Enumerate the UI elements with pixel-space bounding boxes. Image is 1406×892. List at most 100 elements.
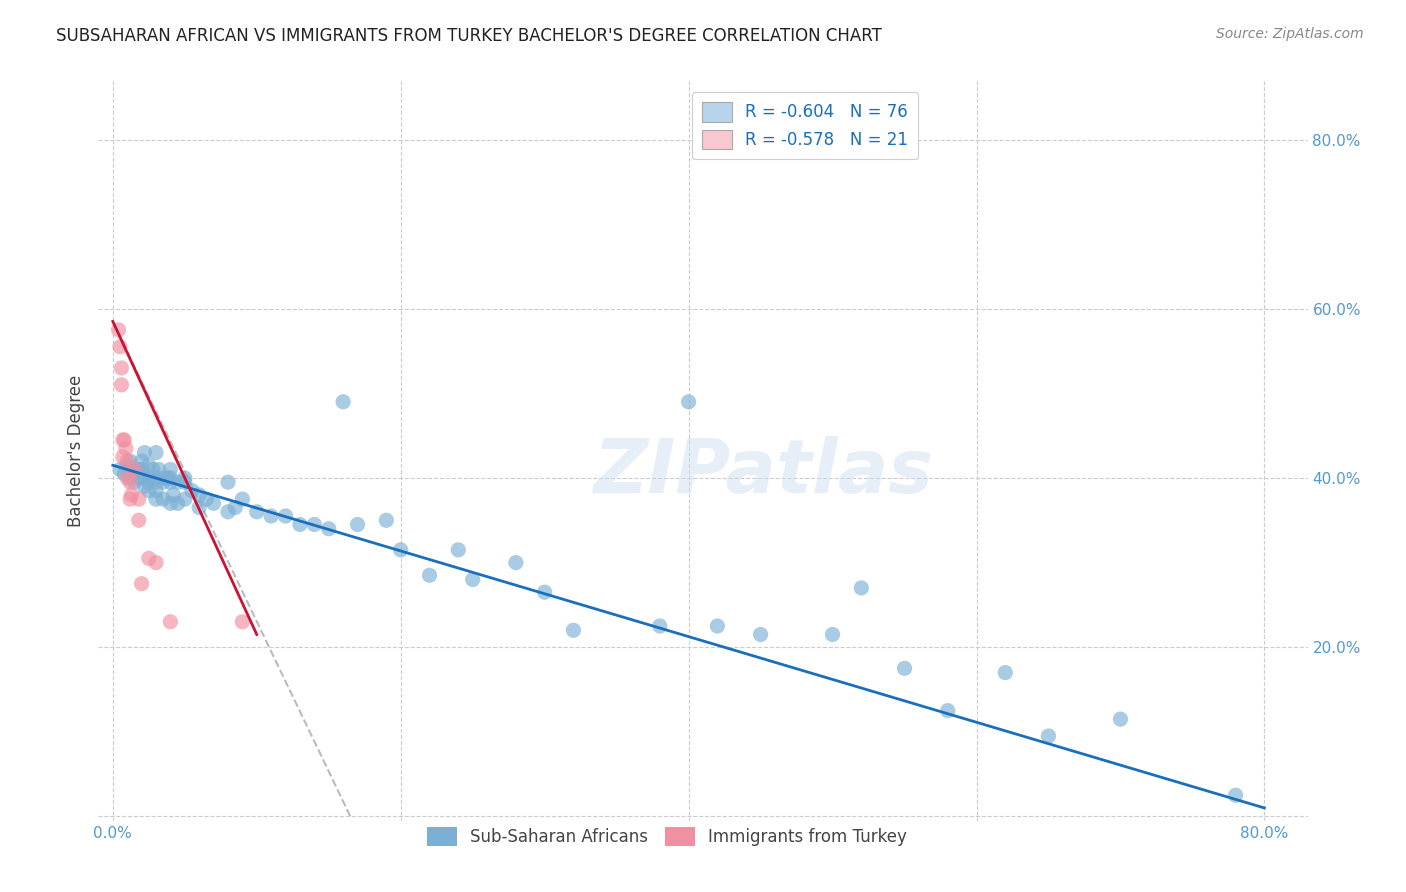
Point	[128, 462, 150, 476]
Point	[461, 573, 484, 587]
Point	[533, 585, 555, 599]
Point	[159, 475, 181, 490]
Point	[246, 505, 269, 519]
Point	[1109, 712, 1132, 726]
Point	[145, 445, 167, 459]
Point	[159, 496, 181, 510]
Point	[120, 492, 142, 507]
Point	[152, 492, 174, 507]
Point	[173, 471, 195, 485]
Point	[108, 340, 131, 354]
Point	[231, 492, 253, 507]
Point	[217, 505, 239, 519]
Point	[893, 661, 915, 675]
Point	[124, 462, 146, 476]
Point	[195, 492, 218, 507]
Point	[145, 475, 167, 490]
Point	[202, 496, 225, 510]
Legend: Sub-Saharan Africans, Immigrants from Turkey: Sub-Saharan Africans, Immigrants from Tu…	[420, 821, 914, 853]
Point	[851, 581, 873, 595]
Point	[145, 471, 167, 485]
Point	[138, 551, 160, 566]
Point	[108, 462, 131, 476]
Point	[142, 462, 165, 476]
Point	[145, 483, 167, 498]
Point	[936, 704, 959, 718]
Point	[562, 624, 585, 638]
Text: SUBSAHARAN AFRICAN VS IMMIGRANTS FROM TURKEY BACHELOR'S DEGREE CORRELATION CHART: SUBSAHARAN AFRICAN VS IMMIGRANTS FROM TU…	[56, 27, 882, 45]
Point	[156, 471, 179, 485]
Point	[749, 627, 772, 641]
Point	[138, 475, 160, 490]
Point	[346, 517, 368, 532]
Point	[318, 522, 340, 536]
Point	[217, 475, 239, 490]
Point	[120, 454, 142, 468]
Y-axis label: Bachelor's Degree: Bachelor's Degree	[66, 375, 84, 526]
Point	[505, 556, 527, 570]
Point	[120, 471, 142, 485]
Point	[288, 517, 311, 532]
Point	[159, 615, 181, 629]
Point	[389, 542, 412, 557]
Point	[1038, 729, 1060, 743]
Point	[304, 517, 326, 532]
Point	[131, 471, 153, 485]
Point	[110, 361, 132, 376]
Point	[166, 496, 188, 510]
Text: Source: ZipAtlas.com: Source: ZipAtlas.com	[1216, 27, 1364, 41]
Point	[110, 377, 132, 392]
Point	[112, 433, 135, 447]
Point	[648, 619, 671, 633]
Point	[138, 483, 160, 498]
Point	[678, 394, 700, 409]
Point	[148, 462, 170, 476]
Point	[145, 492, 167, 507]
Point	[159, 462, 181, 476]
Point	[224, 500, 246, 515]
Point	[418, 568, 440, 582]
Point	[131, 576, 153, 591]
Point	[447, 542, 470, 557]
Point	[188, 488, 211, 502]
Point	[134, 479, 156, 493]
Point	[107, 323, 129, 337]
Point	[231, 615, 253, 629]
Point	[115, 454, 138, 468]
Point	[152, 471, 174, 485]
Text: ZIPatlas: ZIPatlas	[593, 436, 934, 509]
Point	[152, 475, 174, 490]
Point	[173, 475, 195, 490]
Point	[994, 665, 1017, 680]
Point	[188, 500, 211, 515]
Point	[1225, 789, 1247, 803]
Point	[274, 509, 297, 524]
Point	[162, 488, 184, 502]
Point	[138, 458, 160, 473]
Point	[124, 475, 146, 490]
Point	[131, 454, 153, 468]
Point	[706, 619, 728, 633]
Point	[121, 488, 143, 502]
Point	[115, 471, 138, 485]
Point	[131, 462, 153, 476]
Point	[159, 471, 181, 485]
Point	[134, 445, 156, 459]
Point	[181, 483, 204, 498]
Point	[112, 467, 135, 481]
Point	[115, 458, 138, 473]
Point	[124, 462, 146, 476]
Point	[173, 492, 195, 507]
Point	[114, 442, 136, 456]
Point	[145, 556, 167, 570]
Point	[111, 433, 134, 447]
Point	[166, 475, 188, 490]
Point	[128, 471, 150, 485]
Point	[128, 492, 150, 507]
Point	[332, 394, 354, 409]
Point	[821, 627, 844, 641]
Point	[111, 450, 134, 464]
Point	[128, 513, 150, 527]
Point	[260, 509, 283, 524]
Point	[375, 513, 398, 527]
